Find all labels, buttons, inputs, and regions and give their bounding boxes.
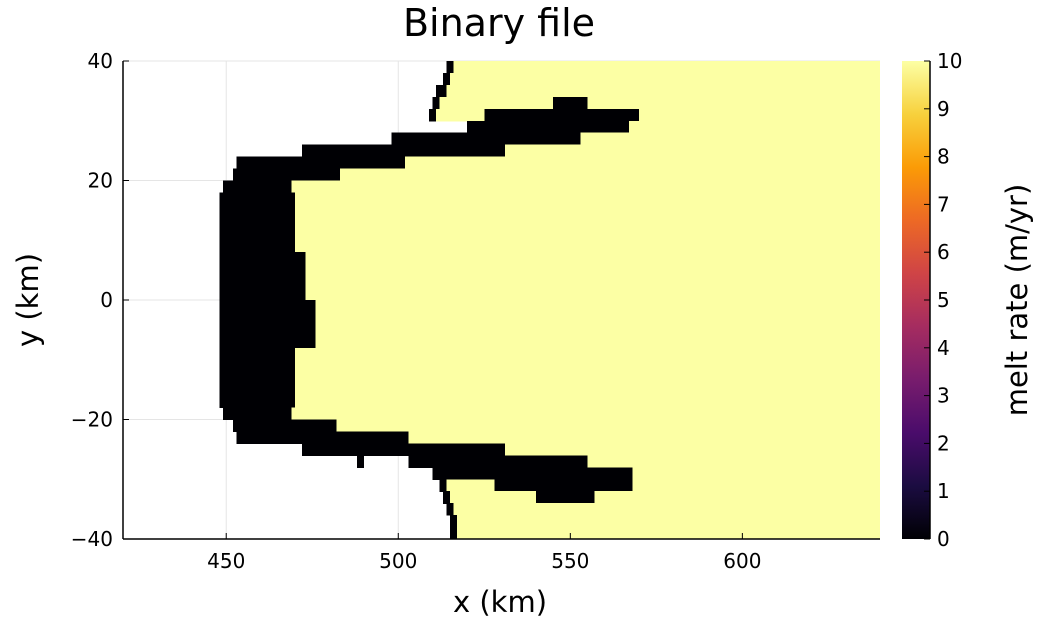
- y-axis-label: y (km): [11, 253, 45, 347]
- heatmap-cell-melt: [639, 108, 880, 122]
- colorbar-tick-label: 7: [937, 192, 950, 216]
- heatmap-cell-grounded: [535, 491, 595, 504]
- x-tick-label: 550: [551, 549, 589, 573]
- heatmap-cell-melt: [453, 61, 880, 74]
- heatmap-cell-grounded: [219, 300, 316, 349]
- heatmap-cell-melt: [295, 347, 881, 409]
- heatmap-cell-melt: [446, 479, 495, 492]
- heatmap-cell-melt: [449, 72, 880, 86]
- x-tick-label: 450: [207, 549, 245, 573]
- heatmap-cell-melt: [295, 192, 881, 253]
- heatmap-cell-grounded: [449, 515, 457, 540]
- heatmap-cell-melt: [504, 443, 880, 456]
- heatmap-cell-melt: [291, 180, 880, 194]
- heatmap-cell-melt: [315, 300, 880, 349]
- y-tick-label: −40: [71, 527, 113, 551]
- heatmap-cell-melt: [587, 96, 880, 110]
- heatmap-cell-grounded: [467, 120, 629, 134]
- colorbar-tick-label: 1: [937, 479, 950, 503]
- heatmap-cell-grounded: [301, 144, 505, 158]
- heatmap-cell-grounded: [233, 168, 340, 182]
- heatmap-cell-grounded: [484, 108, 640, 122]
- colorbar-label: melt rate (m/yr): [1000, 184, 1034, 417]
- heatmap-cell-melt: [439, 96, 554, 110]
- heatmap-cell-grounded: [301, 443, 505, 456]
- heatmap-cell-melt: [405, 156, 880, 170]
- y-tick-label: 20: [88, 169, 113, 193]
- heatmap-cell-melt: [446, 84, 880, 98]
- y-tick-label: 0: [100, 288, 113, 312]
- heatmap-cell-melt: [632, 467, 880, 480]
- heatmap-cell-grounded: [436, 84, 447, 98]
- heatmap-cell-melt: [449, 491, 536, 504]
- heatmap-cell-grounded: [222, 407, 292, 421]
- heatmap-cell-grounded: [219, 347, 296, 409]
- x-tick-label: 600: [723, 549, 761, 573]
- heatmap-cell-melt: [336, 419, 880, 433]
- heatmap-cell-grounded: [356, 455, 364, 468]
- colorbar-tick-label: 6: [937, 240, 950, 264]
- colorbar-tick-label: 5: [937, 288, 950, 312]
- heatmap-cell-melt: [504, 144, 880, 158]
- colorbar: 0 1 2 3 4 5 6 7 8 9 10: [902, 49, 962, 551]
- heatmap-cell-melt: [453, 503, 880, 516]
- heatmap-cell-melt: [291, 407, 880, 421]
- heatmap-cell-melt: [456, 515, 880, 540]
- heatmap-cell-grounded: [553, 96, 588, 110]
- heatmap-cell-melt: [339, 168, 880, 182]
- chart-title: Binary file: [403, 1, 595, 45]
- plot-area: [123, 60, 881, 540]
- heatmap-cell-grounded: [439, 479, 447, 492]
- heatmap-cell-grounded: [443, 72, 450, 86]
- colorbar-tick-label: 2: [937, 431, 950, 455]
- heatmap-cell-melt: [587, 455, 880, 468]
- heatmap-cell-grounded: [391, 132, 581, 146]
- heatmap-cell-grounded: [446, 61, 454, 74]
- heatmap-cell-melt: [628, 120, 880, 134]
- heatmap-cell-grounded: [443, 491, 450, 504]
- heatmap-cell-grounded: [219, 252, 306, 301]
- heatmap-cell-melt: [408, 431, 880, 444]
- heatmap-cell-grounded: [236, 156, 406, 170]
- heatmap-cell-grounded: [432, 467, 633, 480]
- colorbar-tick-label: 3: [937, 384, 950, 408]
- y-tick-label: −20: [71, 408, 113, 432]
- y-tick-label: 40: [88, 49, 113, 73]
- heatmap-cell-grounded: [429, 108, 437, 122]
- heatmap-cell-grounded: [219, 192, 296, 253]
- heatmap-cell-melt: [305, 252, 881, 301]
- heatmap-cell-grounded: [408, 455, 588, 468]
- colorbar-tick-label: 9: [937, 97, 950, 121]
- axes: 450 500 550 600 −40 −20 0 20 40: [71, 49, 880, 573]
- heatmap-cell-grounded: [446, 503, 454, 516]
- colorbar-tick-label: 8: [937, 145, 950, 169]
- x-tick-label: 500: [379, 549, 417, 573]
- heatmap-cell-grounded: [432, 96, 440, 110]
- heatmap-cell-grounded: [494, 479, 633, 492]
- colorbar-tick-label: 10: [937, 49, 962, 73]
- heatmap-cell-melt: [580, 132, 880, 146]
- colorbar-tick-label: 4: [937, 336, 950, 360]
- heatmap-cell-grounded: [222, 180, 292, 194]
- heatmap-cell-melt: [594, 491, 880, 504]
- heatmap-cell-grounded: [233, 419, 337, 433]
- x-axis-label: x (km): [453, 585, 547, 619]
- colorbar-tick-label: 0: [937, 527, 950, 551]
- heatmap-cell-grounded: [236, 431, 409, 444]
- heatmap-cell-melt: [632, 479, 880, 492]
- heatmap-cell-melt: [436, 108, 485, 122]
